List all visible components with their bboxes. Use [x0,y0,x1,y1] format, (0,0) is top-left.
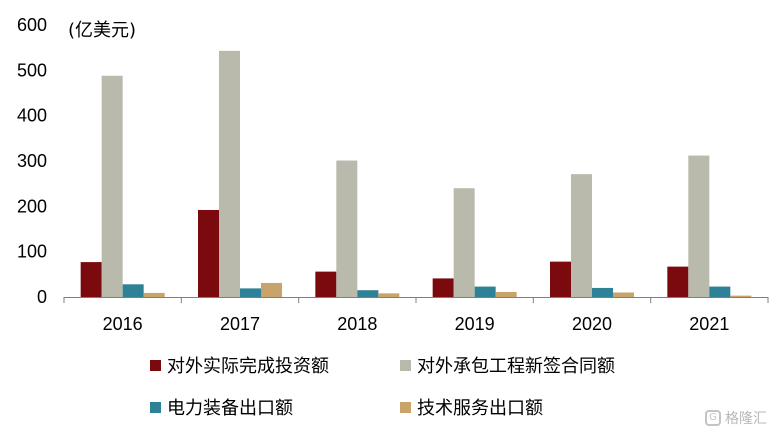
bar-2021-series-1 [688,155,710,297]
y-tick-label: 100 [17,242,47,262]
bar-2019-series-3 [495,292,517,297]
legend-item-power-equipment: 电力装备出口额 [150,394,400,420]
bar-2017-series-0 [198,209,219,297]
bar-2016-series-3 [143,292,165,297]
x-axis: 2016 2017 2018 2019 2020 2021 [63,297,769,334]
legend-item-tech-services: 技术服务出口额 [400,394,700,420]
y-axis: 0 100 200 300 400 500 600 [17,15,47,307]
y-tick-label: 0 [37,287,47,307]
legend-swatch [150,359,161,371]
bar-2018-series-0 [315,271,337,297]
bar-2019-series-0 [432,278,454,297]
y-tick-label: 600 [17,15,47,35]
y-tick-label: 500 [17,60,47,80]
bar-2019-series-1 [453,188,475,297]
legend-label: 电力装备出口额 [167,398,293,419]
watermark: G 格隆汇 [705,408,767,428]
legend-label: 技术服务出口额 [417,398,543,419]
legend-swatch [400,401,411,413]
bar-2018-series-1 [336,160,358,297]
bar-2018-series-3 [378,293,400,297]
legend: 对外实际完成投资额 对外承包工程新签合同额 电力装备出口额 技术服务出口额 [150,352,710,420]
x-category-label: 2016 [103,314,143,334]
bar-2020-series-3 [613,292,634,297]
y-tick-label: 200 [17,196,47,216]
bar-2016-series-0 [80,262,102,297]
unit-label: (亿美元) [68,20,136,41]
bar-2019-series-2 [474,286,496,297]
legend-swatch [150,401,161,413]
y-tick-label: 300 [17,151,47,171]
bar-2020-series-0 [550,261,571,297]
y-tick-label: 400 [17,106,47,126]
watermark-logo-icon: G [705,410,721,426]
x-category-label: 2017 [220,314,260,334]
bar-2021-series-2 [709,286,731,297]
bar-2020-series-1 [571,174,592,297]
legend-swatch [400,359,411,371]
bar-2020-series-2 [592,287,613,297]
legend-item-investment: 对外实际完成投资额 [150,352,400,378]
bar-2017-series-2 [240,288,261,297]
watermark-text: 格隆汇 [725,411,767,427]
bar-2018-series-2 [357,290,379,297]
bars-group [80,50,752,298]
bar-2021-series-0 [667,266,689,297]
legend-item-contracts: 对外承包工程新签合同额 [400,352,700,378]
bar-2021-series-3 [730,295,752,297]
bar-2016-series-2 [122,284,144,297]
x-category-label: 2018 [337,314,377,334]
x-category-label: 2019 [455,314,495,334]
bar-2017-series-3 [261,282,282,297]
legend-label: 对外实际完成投资额 [167,356,329,377]
bar-2017-series-1 [219,50,240,298]
bar-2016-series-1 [101,75,123,297]
x-category-label: 2021 [689,314,729,334]
legend-label: 对外承包工程新签合同额 [417,356,615,377]
x-category-label: 2020 [572,314,612,334]
